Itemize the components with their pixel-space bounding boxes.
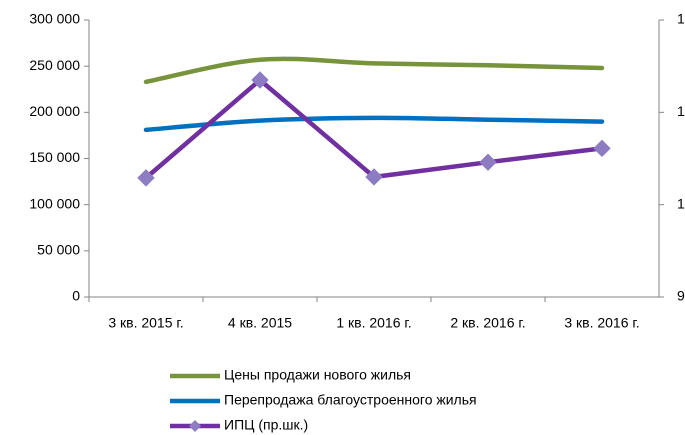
y-tick-label: 300 000 xyxy=(29,11,80,27)
y-tick-label: 100 000 xyxy=(29,195,80,211)
y2-tick-label: 120 xyxy=(677,11,685,27)
series-line xyxy=(143,56,605,85)
y2-tick-label: 110 xyxy=(677,103,685,119)
y2-tick-label: 90 xyxy=(677,288,685,304)
y-tick-label: 150 000 xyxy=(29,149,80,165)
series-marker xyxy=(593,139,611,158)
x-tick-label: 1 кв. 2016 г. xyxy=(336,315,411,331)
x-tick-label: 4 кв. 2015 xyxy=(228,315,292,331)
y-tick-label: 0 xyxy=(72,288,80,304)
x-tick-label: 2 кв. 2016 г. xyxy=(450,315,525,331)
legend-label: Перепродажа благоустроенного жилья xyxy=(224,392,477,408)
series-line xyxy=(143,77,605,181)
x-tick-label: 3 кв. 2015 г. xyxy=(108,315,183,331)
y-tick-label: 200 000 xyxy=(29,103,80,119)
series-marker xyxy=(137,169,155,187)
legend-label: ИПЦ (пр.шк.) xyxy=(224,417,308,433)
series-marker xyxy=(365,168,383,186)
y2-tick-label: 100 xyxy=(677,195,685,211)
series-marker xyxy=(251,71,269,89)
series-marker xyxy=(479,153,497,171)
legend-label: Цены продажи нового жилья xyxy=(224,367,411,383)
x-tick-label: 3 кв. 2016 г. xyxy=(564,315,639,331)
y-tick-label: 50 000 xyxy=(37,242,80,258)
y-tick-label: 250 000 xyxy=(29,57,80,73)
legend-marker xyxy=(189,420,201,432)
series-line xyxy=(143,115,605,133)
